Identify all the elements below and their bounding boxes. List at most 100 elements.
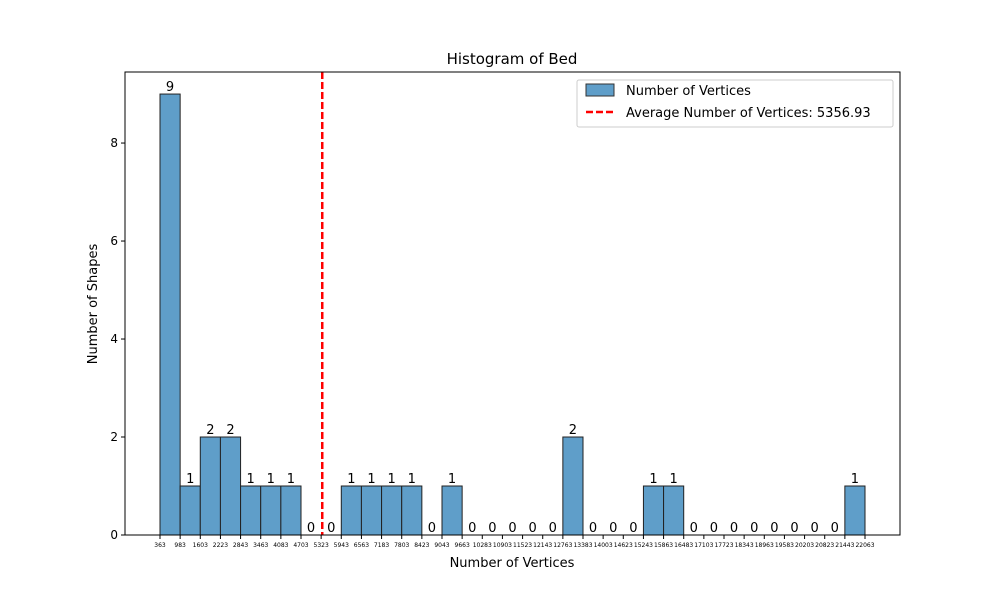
histogram-bar xyxy=(179,485,201,536)
x-tick-label: 10283 xyxy=(473,542,492,549)
bar-count-label: 1 xyxy=(186,472,194,487)
legend-entry-average: Average Number of Vertices: 5356.93 xyxy=(626,106,871,121)
bar-count-label: 1 xyxy=(367,472,375,487)
bar-count-label: 1 xyxy=(670,472,678,487)
x-tick-label: 11523 xyxy=(513,542,532,549)
x-tick-label: 2843 xyxy=(233,542,248,549)
legend-box xyxy=(576,79,894,128)
y-tick-label: 6 xyxy=(110,234,118,248)
x-tick-label: 16483 xyxy=(674,542,693,549)
x-tick-label: 12763 xyxy=(553,542,572,549)
histogram-bar xyxy=(360,485,383,536)
y-tick-label: 0 xyxy=(110,528,118,542)
x-tick-label: 18343 xyxy=(735,542,754,549)
x-tick-label: 13383 xyxy=(573,542,592,549)
bar-count-label: 0 xyxy=(589,521,597,536)
bar-count-label: 0 xyxy=(609,521,617,536)
histogram-bar xyxy=(219,436,242,536)
x-tick-label: 363 xyxy=(154,542,166,549)
x-tick-label: 14003 xyxy=(594,542,613,549)
bar-count-label: 1 xyxy=(267,472,275,487)
x-tick-label: 20203 xyxy=(795,542,814,549)
x-tick-label: 983 xyxy=(174,542,186,549)
histogram-bar xyxy=(401,485,423,536)
bar-count-label: 0 xyxy=(508,521,516,536)
histogram-bar xyxy=(381,485,403,536)
x-tick-label: 4703 xyxy=(293,542,308,549)
bar-count-label: 0 xyxy=(629,521,637,536)
chart-title: Histogram of Bed xyxy=(447,50,578,68)
histogram-bar xyxy=(844,485,866,536)
x-tick-label: 2223 xyxy=(213,542,228,549)
bar-count-label: 0 xyxy=(549,521,557,536)
histogram-bar xyxy=(340,485,362,536)
bar-count-label: 0 xyxy=(750,521,758,536)
y-tick-label: 2 xyxy=(110,430,118,444)
y-tick-label: 8 xyxy=(110,136,118,150)
x-tick-label: 9663 xyxy=(455,542,470,549)
bar-count-label: 1 xyxy=(448,472,456,487)
x-tick-label: 15243 xyxy=(634,542,653,549)
bar-count-label: 0 xyxy=(811,521,819,536)
x-tick-label: 5943 xyxy=(334,542,349,549)
bar-count-label: 0 xyxy=(428,521,436,536)
x-tick-label: 10903 xyxy=(493,542,512,549)
y-axis-label: Number of Shapes xyxy=(86,244,101,365)
x-tick-label: 21443 xyxy=(835,542,854,549)
histogram-bar xyxy=(280,485,302,536)
bar-count-label: 0 xyxy=(770,521,778,536)
x-axis-label: Number of Vertices xyxy=(450,556,575,571)
bar-count-label: 2 xyxy=(226,423,234,438)
bar-count-label: 0 xyxy=(831,521,839,536)
bar-count-label: 1 xyxy=(649,472,657,487)
x-tick-label: 7183 xyxy=(374,542,389,549)
x-tick-label: 8423 xyxy=(414,542,429,549)
bar-count-label: 2 xyxy=(569,423,577,438)
histogram-bar xyxy=(441,485,463,536)
x-tick-label: 17103 xyxy=(694,542,713,549)
bar-count-label: 0 xyxy=(327,521,335,536)
legend-bar-swatch xyxy=(585,83,615,97)
x-tick-label: 12143 xyxy=(533,542,552,549)
x-tick-label: 15863 xyxy=(654,542,673,549)
legend-entry-bars: Number of Vertices xyxy=(626,84,751,99)
histogram-bar xyxy=(663,485,685,536)
histogram-bar xyxy=(199,436,221,536)
x-tick-label: 18963 xyxy=(755,542,774,549)
bar-count-label: 1 xyxy=(408,472,416,487)
histogram-bar xyxy=(240,485,262,536)
x-tick-label: 14623 xyxy=(614,542,633,549)
histogram-bar xyxy=(260,485,282,536)
bar-count-label: 0 xyxy=(690,521,698,536)
x-tick-label: 9043 xyxy=(434,542,449,549)
histogram-bar xyxy=(562,436,584,536)
x-tick-label: 19583 xyxy=(775,542,794,549)
bar-count-label: 0 xyxy=(790,521,798,536)
x-tick-label: 7803 xyxy=(394,542,409,549)
bar-count-label: 0 xyxy=(730,521,738,536)
bar-count-label: 2 xyxy=(206,423,214,438)
bar-count-label: 1 xyxy=(247,472,255,487)
bar-count-label: 0 xyxy=(468,521,476,536)
histogram-bar xyxy=(642,485,665,536)
histogram-bar xyxy=(159,93,181,536)
bar-count-label: 0 xyxy=(307,521,315,536)
plot-frame xyxy=(124,71,901,536)
axes-layer: 0 2 4 6 8 363 983 1603 2223 2843 3463 4083 4703 5323 5… xyxy=(110,136,874,549)
bar-count-label: 1 xyxy=(287,472,295,487)
bar-count-label: 0 xyxy=(710,521,718,536)
bars-layer xyxy=(159,93,866,536)
bar-count-label: 1 xyxy=(851,472,859,487)
x-tick-label: 22063 xyxy=(855,542,874,549)
bar-count-label: 0 xyxy=(488,521,496,536)
bar-count-label: 1 xyxy=(388,472,396,487)
x-tick-label: 5323 xyxy=(314,542,329,549)
bar-count-label: 1 xyxy=(347,472,355,487)
x-tick-label: 6563 xyxy=(354,542,369,549)
x-tick-label: 17723 xyxy=(714,542,733,549)
x-tick-label: 3463 xyxy=(253,542,268,549)
bar-count-label: 9 xyxy=(166,80,174,95)
x-tick-label: 1603 xyxy=(193,542,208,549)
